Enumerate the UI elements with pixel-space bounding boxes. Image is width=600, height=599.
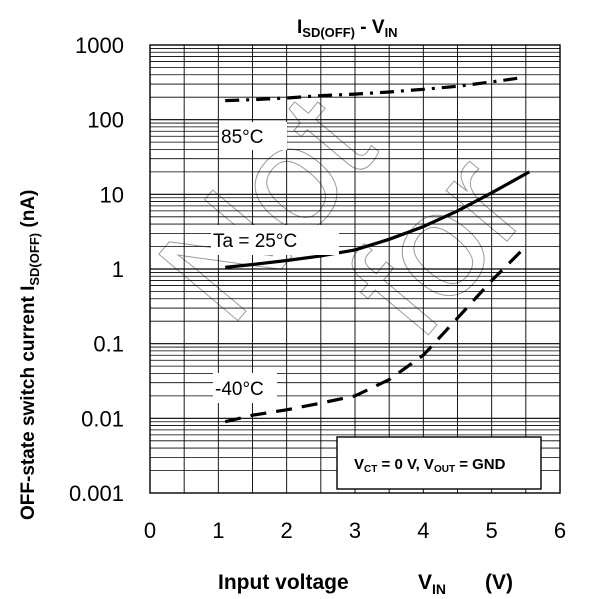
x-tick-label: 5 [486,518,498,543]
x-tick-label: 4 [417,518,429,543]
y-tick-label: 100 [87,108,124,133]
series-layer [224,76,531,424]
x-tick-label: 1 [212,518,224,543]
y-tick-label: 10 [100,182,124,207]
x-tick-label: 0 [144,518,156,543]
y-axis-label: OFF-state switch current ISD(OFF) (nA) [18,190,42,520]
x-tick-label: 6 [554,518,566,543]
svg-text:-40°C: -40°C [215,379,264,400]
annotation-85c: 85°C [219,122,287,150]
condition-box: VCT = 0 V, VOUT = GND [336,436,542,490]
grid [150,45,560,493]
y-tick-label: 1000 [75,33,124,58]
x-axis-label: Input voltage VIN (V) [218,571,513,597]
y-tick-label: 0.01 [81,406,124,431]
y-tick-label: 1 [112,257,124,282]
y-tick-label: 0.001 [69,481,124,506]
annotation-minus40c: -40°C [213,373,277,403]
annotation-25c: Ta = 25°C [211,225,339,255]
series-line-2 [225,170,531,269]
svg-text:85°C: 85°C [221,127,263,148]
svg-text:Ta = 25°C: Ta = 25°C [213,231,297,252]
condition-text: VCT = 0 V, VOUT = GND [354,456,506,475]
x-tick-label: 3 [349,518,361,543]
chart-title: ISD(OFF) - VIN [297,17,398,40]
series-line-1 [225,76,520,103]
y-tick-label: 0.1 [93,332,124,357]
x-tick-labels: 0 1 2 3 4 5 6 [144,518,566,543]
y-tick-labels: 1000 100 10 1 0.1 0.01 0.001 [69,33,124,506]
x-tick-label: 2 [281,518,293,543]
watermark: Not for [125,63,557,366]
series-line-3 [224,245,527,424]
plot-frame [149,44,561,494]
